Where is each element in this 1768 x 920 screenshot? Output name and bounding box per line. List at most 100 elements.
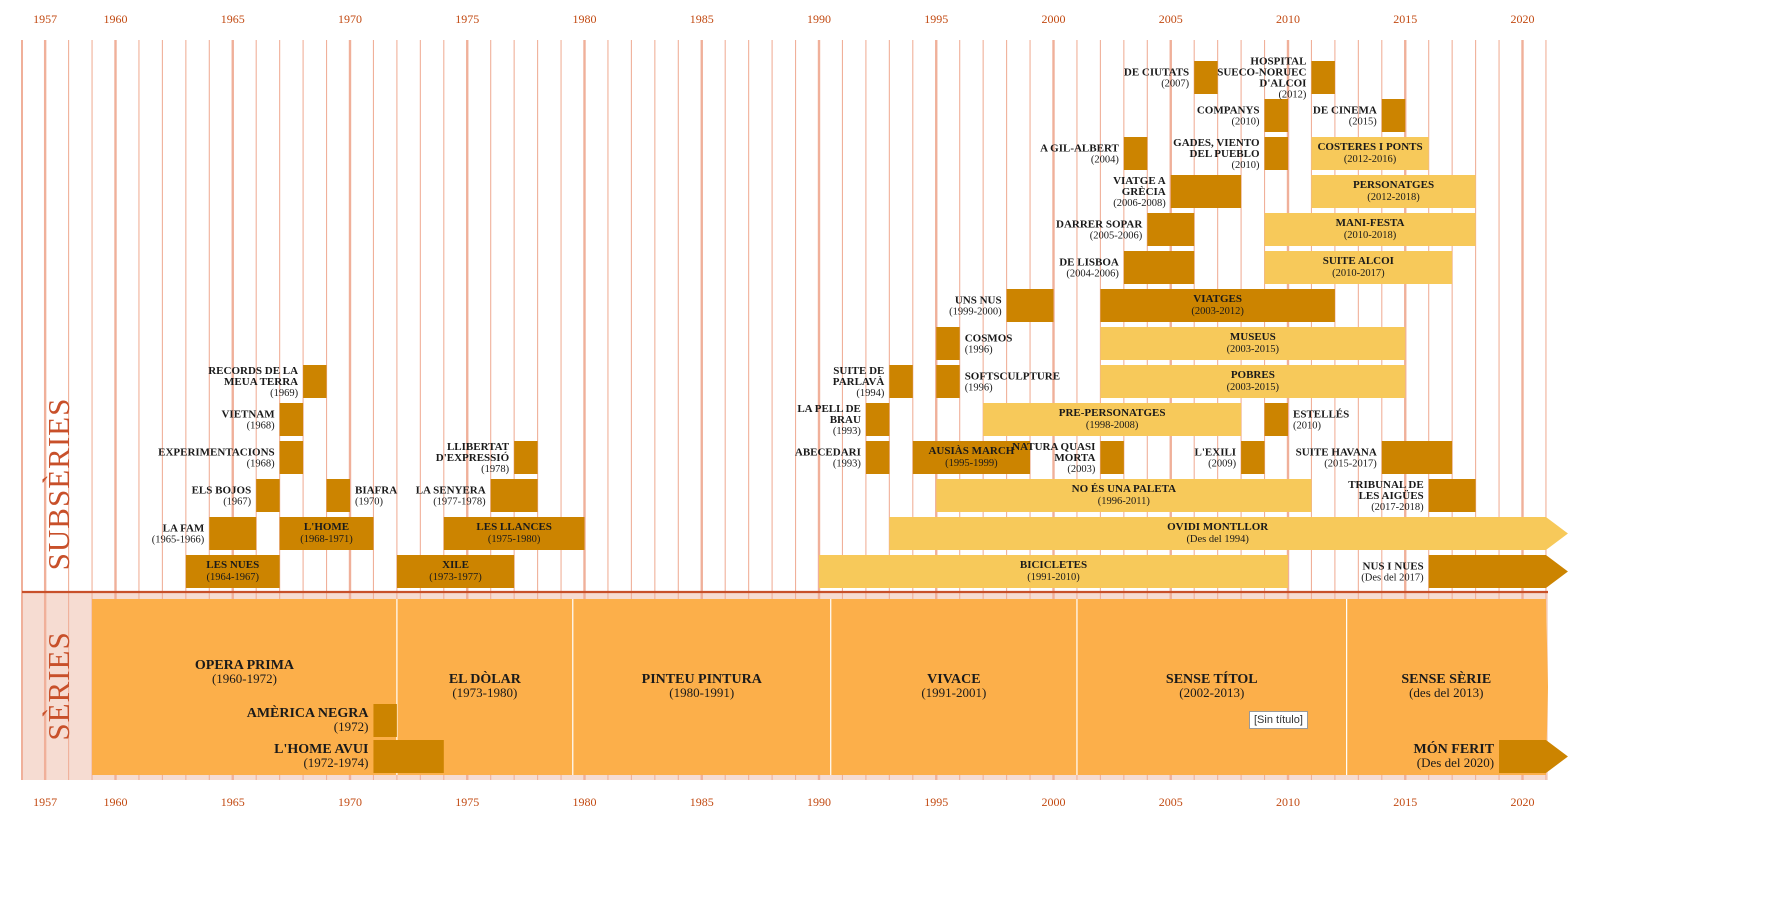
subseries-viatge-a-grecia-name-line-2: GRÈCIA <box>1122 186 1166 198</box>
subseries-suite-alcoi-name: SUITE ALCOI <box>1323 255 1394 267</box>
subseries-pobres-period: (2003-2015) <box>1227 382 1280 393</box>
subseries-companys-bar <box>1264 99 1288 132</box>
tick-label-top-1975: 1975 <box>455 12 479 26</box>
tick-label-bottom-1965: 1965 <box>221 795 245 809</box>
subseries-suite-de-parlava-period: (1994) <box>856 388 884 399</box>
series-vivace-block <box>830 599 1077 775</box>
tick-label-top-2000: 2000 <box>1042 12 1066 26</box>
subseries-uns-nus-period: (1999-2000) <box>949 307 1002 318</box>
subseries-uns-nus-bar <box>1006 289 1054 322</box>
subseries-hospital-sueco-noruec-d-alcoi-bar <box>1311 61 1335 94</box>
series-item-l-home-avui-bar <box>373 740 444 773</box>
subseries-records-de-la-meua-terra-bar <box>303 365 327 398</box>
subseries-suite-de-parlava-name-line-1: SUITE DE <box>833 365 884 377</box>
subseries-museus-period: (2003-2015) <box>1227 344 1280 355</box>
subseries-abecedari-bar <box>865 441 890 474</box>
series-item-america-negra-name: AMÈRICA NEGRA <box>247 704 370 721</box>
subseries-la-pell-de-brau-bar <box>865 403 890 436</box>
tick-label-bottom-2000: 2000 <box>1042 795 1066 809</box>
tick-label-top-2020: 2020 <box>1511 12 1535 26</box>
subseries-a-gil-albert-name-line-1: A GIL-ALBERT <box>1040 143 1119 155</box>
subseries-la-pell-de-brau-name-line-1: LA PELL DE <box>797 403 861 415</box>
subseries-suite-havana-name-line-1: SUITE HAVANA <box>1296 447 1377 459</box>
subseries-bicicletes-name: BICICLETES <box>1020 559 1087 571</box>
subseries-cosmos-period: (1996) <box>965 345 993 356</box>
series-pinteu-pintura-block <box>572 599 831 775</box>
subseries-suite-de-parlava-bar <box>889 365 913 398</box>
subseries-les-llances-period: (1975-1980) <box>488 534 541 545</box>
subseries-xile-bar <box>396 555 515 588</box>
subseries-mani-festa-bar <box>1264 213 1476 246</box>
subseries-natura-quasi-morta-name-line-1: NATURA QUASI <box>1012 441 1095 453</box>
subseries-l-home-name: L'HOME <box>304 521 349 533</box>
subseries-la-fam-name-line-1: LA FAM <box>163 523 205 535</box>
tick-label-top-1995: 1995 <box>924 12 948 26</box>
subseries-no-es-una-paleta-name: NO ÉS UNA PALETA <box>1072 483 1176 495</box>
subseries-gades-viento-del-pueblo-name-line-2: DEL PUEBLO <box>1190 148 1260 160</box>
subseries-de-cinema-bar <box>1381 99 1406 132</box>
subseries-tribunal-de-les-aigues-name-line-1: TRIBUNAL DE <box>1348 479 1424 491</box>
tick-label-top-1970: 1970 <box>338 12 362 26</box>
band-label-series: SÈRIES <box>41 631 76 740</box>
subseries-viatges-bar <box>1100 289 1335 322</box>
subseries-uns-nus-name-line-1: UNS NUS <box>955 295 1002 307</box>
subseries-els-bojos-period: (1967) <box>223 497 251 508</box>
subseries-de-lisboa-period: (2004-2006) <box>1066 269 1119 280</box>
series-sense-serie-name: SENSE SÈRIE <box>1401 670 1491 687</box>
subseries-tribunal-de-les-aigues-name-line-2: LES AIGÜES <box>1359 489 1424 502</box>
subseries-de-ciutats-period: (2007) <box>1161 79 1189 90</box>
subseries-natura-quasi-morta-period: (2003) <box>1067 464 1095 475</box>
series-item-america-negra-bar <box>373 704 397 737</box>
subseries-les-llances-name: LES LLANCES <box>476 521 552 533</box>
tick-label-top-1965: 1965 <box>221 12 245 26</box>
tick-label-top-2005: 2005 <box>1159 12 1183 26</box>
subseries-experimentacions-period: (1968) <box>247 459 275 470</box>
subseries-pobres-name: POBRES <box>1231 369 1275 381</box>
subseries-costeres-i-ponts-bar <box>1311 137 1429 170</box>
series-el-dolar-name: EL DÒLAR <box>449 670 522 687</box>
tick-label-top-1985: 1985 <box>690 12 714 26</box>
series-item-l-home-avui-period: (1972-1974) <box>303 755 368 770</box>
subseries-softsculpture-bar <box>936 365 960 398</box>
subseries-xile-period: (1973-1977) <box>429 572 482 583</box>
subseries-de-ciutats-bar <box>1194 61 1218 94</box>
subseries-viatge-a-grecia-period: (2006-2008) <box>1113 198 1166 209</box>
subseries-museus-bar <box>1100 327 1406 360</box>
series-opera-prima-period: (1960-1972) <box>212 671 277 686</box>
tick-label-bottom-1995: 1995 <box>924 795 948 809</box>
subseries-softsculpture-period: (1996) <box>965 383 993 394</box>
series-item-mon-ferit-name: MÓN FERIT <box>1414 740 1495 757</box>
subseries-viatges-period: (2003-2012) <box>1191 306 1244 317</box>
subseries-l-exili-period: (2009) <box>1208 459 1236 470</box>
subseries-llibertat-d-expressio-period: (1978) <box>481 464 509 475</box>
series-item-mon-ferit-period: (Des del 2020) <box>1417 755 1494 770</box>
subseries-de-cinema-period: (2015) <box>1349 117 1377 128</box>
series-sense-titol-period: (2002-2013) <box>1179 685 1244 700</box>
tick-label-bottom-1975: 1975 <box>455 795 479 809</box>
subseries-la-fam-period: (1965-1966) <box>152 535 205 546</box>
subseries-cosmos-bar <box>936 327 960 360</box>
subseries-mani-festa-period: (2010-2018) <box>1344 230 1397 241</box>
subseries-mani-festa-name: MANI-FESTA <box>1336 217 1405 229</box>
subseries-cosmos-name-line-1: COSMOS <box>965 333 1013 345</box>
subseries-personatges-name: PERSONATGES <box>1353 179 1434 191</box>
subseries-softsculpture-name-line-1: SOFTSCULPTURE <box>965 371 1060 383</box>
series-item-mon-ferit-bar <box>1499 740 1568 773</box>
tick-label-top-1980: 1980 <box>573 12 597 26</box>
subseries-nus-i-nues-name-line-1: NUS I NUES <box>1363 561 1424 573</box>
subseries-no-es-una-paleta-bar <box>936 479 1312 512</box>
subseries-viatge-a-grecia-bar <box>1170 175 1242 208</box>
series-opera-prima-block <box>92 599 397 775</box>
subseries-viatge-a-grecia-name-line-1: VIATGE A <box>1113 175 1166 187</box>
subseries-l-exili-bar <box>1241 441 1265 474</box>
subseries-costeres-i-ponts-period: (2012-2016) <box>1344 154 1397 165</box>
subseries-records-de-la-meua-terra-name-line-1: RECORDS DE LA <box>208 365 298 377</box>
subseries-natura-quasi-morta-name-line-2: MORTA <box>1054 452 1095 464</box>
subseries-de-lisboa-name-line-1: DE LISBOA <box>1059 257 1119 269</box>
tick-label-bottom-1960: 1960 <box>104 795 128 809</box>
series-sense-serie-block <box>1346 599 1548 775</box>
subseries-personatges-period: (2012-2018) <box>1367 192 1420 203</box>
subseries-costeres-i-ponts-name: COSTERES I PONTS <box>1317 141 1422 153</box>
subseries-bicicletes-period: (1991-2010) <box>1027 572 1080 583</box>
tick-label-bottom-1980: 1980 <box>573 795 597 809</box>
